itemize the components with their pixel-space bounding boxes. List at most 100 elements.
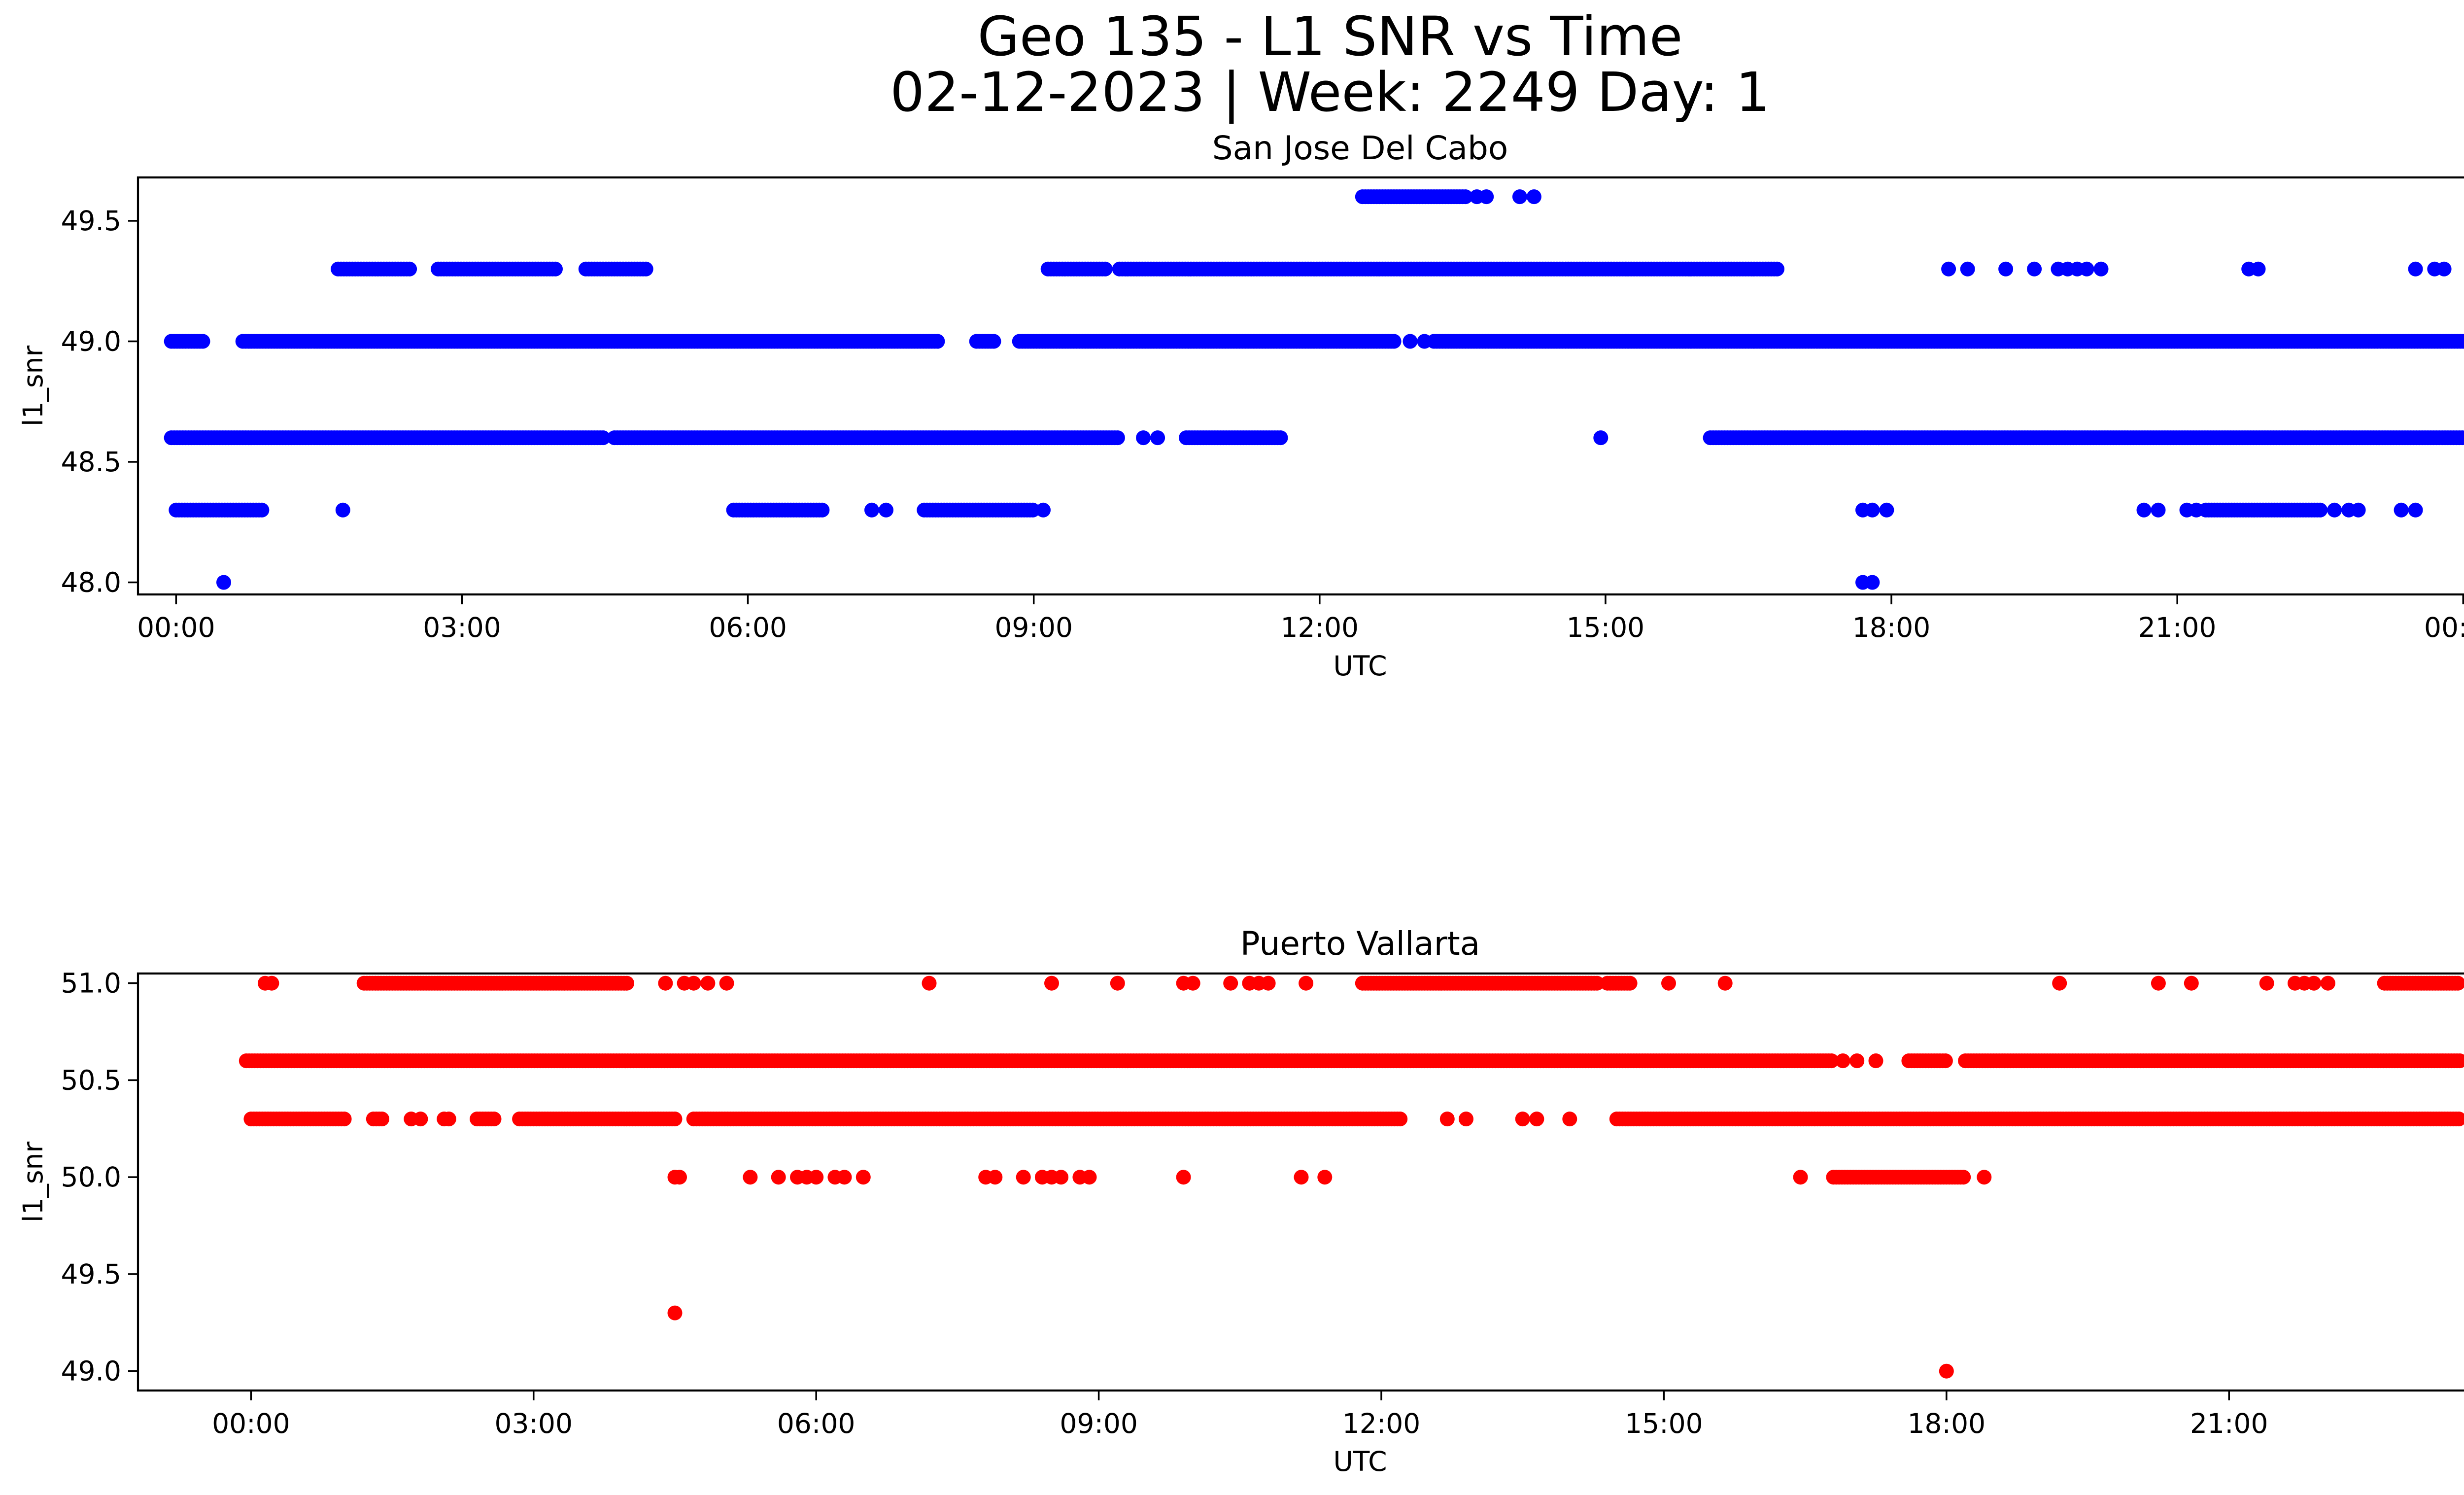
data-point	[1515, 1112, 1530, 1127]
data-point	[2306, 975, 2322, 991]
x-tick-label: 15:00	[1567, 612, 1645, 643]
y-tick-label: 50.0	[61, 1161, 121, 1193]
data-point	[1622, 975, 1638, 991]
data-point	[988, 1170, 1003, 1185]
data-point	[195, 334, 210, 349]
x-axis: 00:00 03:00 06:00 09:00 12:00 15:00 18:00 21:00…	[137, 594, 2464, 643]
x-tick-label: 06:00	[777, 1408, 856, 1439]
x-axis: 00:00 03:00 06:00 09:00 12:00 15:00 18:00 21:00…	[212, 1391, 2268, 1439]
data-point	[658, 975, 673, 991]
data-point	[1110, 975, 1125, 991]
x-tick-label: 18:00	[1908, 1408, 1986, 1439]
data-point	[1661, 975, 1676, 991]
data-point	[1185, 975, 1200, 991]
x-tick-label: 21:00	[2190, 1408, 2268, 1439]
data-point	[254, 502, 270, 518]
y-tick-label: 49.0	[61, 1356, 121, 1387]
plot-area-frame	[137, 972, 2464, 1392]
y-tick-label: 49.5	[61, 205, 121, 237]
data-point	[2313, 502, 2328, 518]
data-point	[335, 502, 350, 518]
x-axis-label: UTC	[1333, 1446, 1387, 1477]
data-point	[1589, 975, 1605, 991]
data-point	[667, 1305, 683, 1321]
y-axis-label: l1_snr	[17, 346, 49, 426]
data-point	[1386, 334, 1402, 349]
data-point	[986, 334, 1001, 349]
y-tick-label: 51.0	[61, 968, 121, 999]
x-tick-label: 00:00	[212, 1408, 290, 1439]
data-point	[1941, 261, 1956, 277]
data-point	[1793, 1170, 1808, 1185]
x-tick-label: 06:00	[709, 612, 787, 643]
y-tick-label: 48.0	[61, 567, 121, 598]
data-point	[1317, 1170, 1333, 1185]
x-axis-label: UTC	[1333, 650, 1387, 682]
data-point	[686, 975, 701, 991]
data-point	[1977, 1170, 1992, 1185]
data-point	[2027, 261, 2042, 277]
data-point	[1717, 975, 1733, 991]
data-point	[1136, 430, 1151, 446]
data-point	[2251, 261, 2266, 277]
data-point	[700, 975, 716, 991]
figure-title-line1: Geo 135 - L1 SNR vs Time	[977, 5, 1682, 68]
data-point	[402, 261, 417, 277]
data-point	[1273, 430, 1288, 446]
data-point	[771, 1170, 786, 1185]
data-point	[1082, 1170, 1097, 1185]
chart-title: Puerto Vallarta	[1240, 925, 1480, 963]
data-point	[2451, 1112, 2464, 1127]
data-point	[1526, 189, 1541, 205]
data-point	[2351, 502, 2366, 518]
data-point	[2136, 502, 2152, 518]
data-point	[1956, 1170, 1971, 1185]
data-point	[879, 502, 893, 518]
data-point	[216, 575, 231, 590]
data-point	[837, 1170, 852, 1185]
data-point	[375, 1112, 389, 1127]
data-point	[1016, 1170, 1031, 1185]
data-point	[1294, 1170, 1309, 1185]
data-point	[2408, 261, 2423, 277]
data-point	[1261, 975, 1276, 991]
data-point	[413, 1112, 428, 1127]
data-point	[1459, 1112, 1473, 1127]
x-tick-label: 09:00	[994, 612, 1073, 643]
data-point	[2456, 334, 2464, 349]
data-point	[719, 975, 734, 991]
data-point	[1223, 975, 1238, 991]
chart-puerto-vallarta: Puerto Vallarta 00:00 03:00 06:00 09:00 12:0…	[17, 925, 2464, 1477]
data-point	[1998, 261, 2014, 277]
x-tick-label: 00:00	[137, 612, 215, 643]
data-point	[619, 975, 634, 991]
chart-san-jose-del-cabo: San Jose Del Cabo 00:00 03:00 06:00 09:00 12…	[17, 129, 2464, 682]
x-tick-label: 00:00	[2424, 612, 2464, 643]
data-point	[486, 1112, 502, 1127]
y-tick-label: 49.0	[61, 326, 121, 357]
data-point	[1097, 261, 1113, 277]
data-point	[2394, 502, 2409, 518]
data-point	[441, 1112, 456, 1127]
data-point	[337, 1112, 352, 1127]
data-point	[2189, 502, 2204, 518]
data-point	[1562, 1112, 1577, 1127]
scatter-markers	[239, 975, 2464, 1379]
data-point	[1865, 575, 1880, 590]
data-point	[2151, 975, 2166, 991]
data-point	[1110, 430, 1125, 446]
x-tick-label: 18:00	[1852, 612, 1931, 643]
data-point	[1593, 430, 1608, 446]
data-point	[2408, 502, 2423, 518]
data-point	[2184, 975, 2199, 991]
chart-title: San Jose Del Cabo	[1212, 129, 1508, 167]
data-point	[1879, 502, 1894, 518]
x-tick-label: 09:00	[1060, 1408, 1138, 1439]
data-point	[1036, 502, 1051, 518]
data-point	[1849, 1053, 1865, 1069]
data-point	[1176, 1170, 1191, 1185]
x-tick-label: 12:00	[1342, 1408, 1421, 1439]
data-point	[638, 261, 653, 277]
data-point	[1939, 1363, 1954, 1379]
scatter-markers	[164, 189, 2464, 590]
